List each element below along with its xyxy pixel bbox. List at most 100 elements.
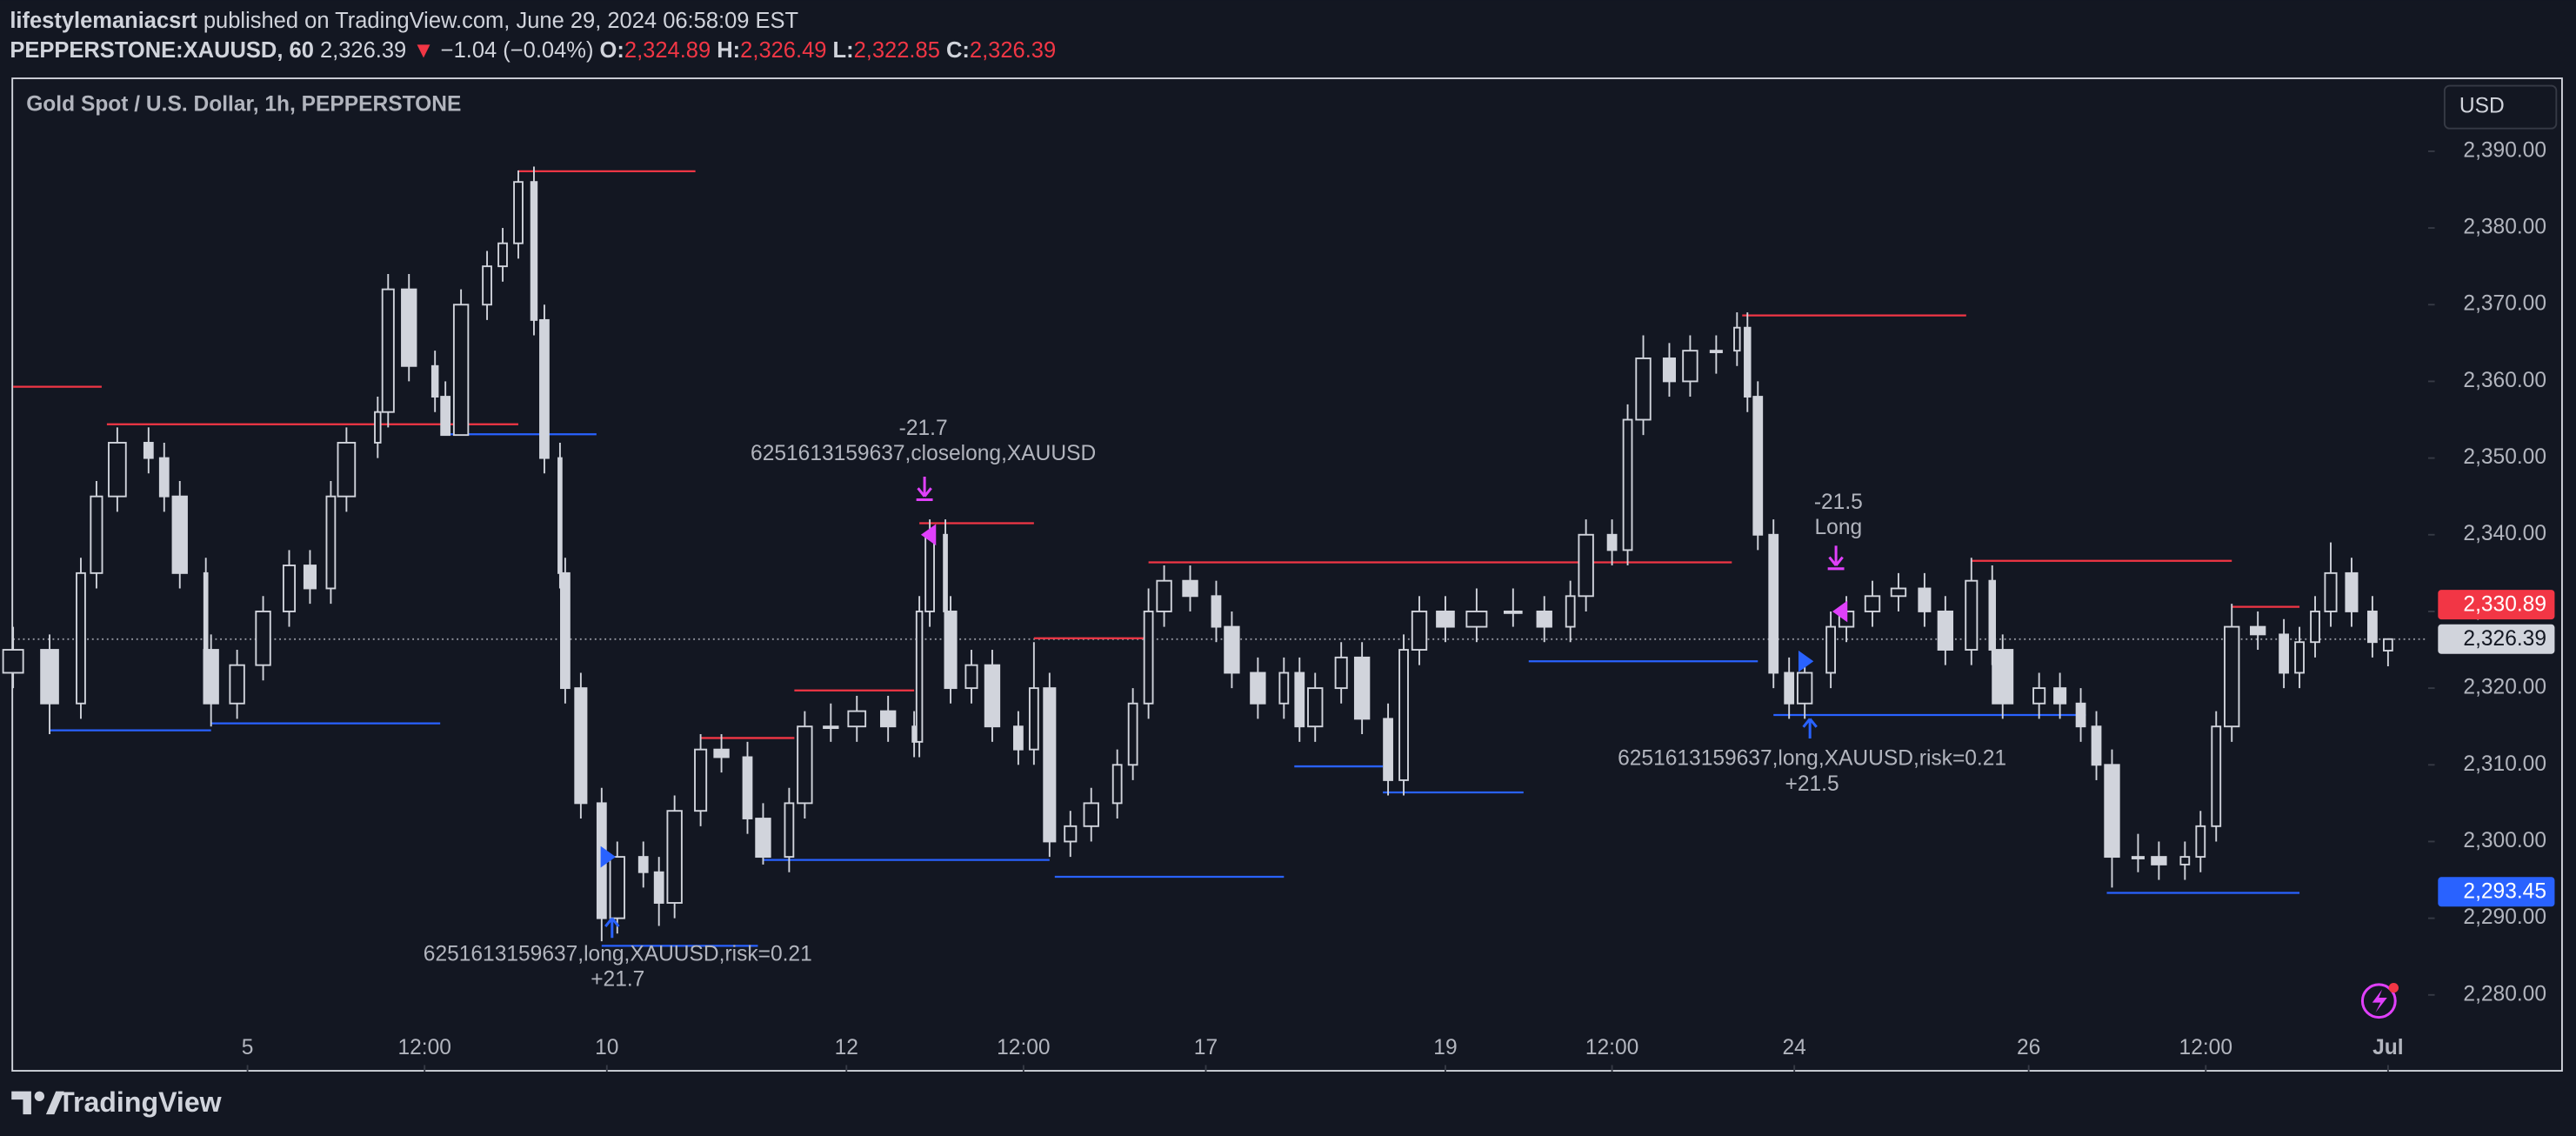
candle-body bbox=[1250, 672, 1266, 705]
candle-body bbox=[1992, 649, 2014, 705]
icon-bolt bbox=[2372, 989, 2387, 1012]
y-tick-label: 2,320.00 bbox=[2463, 676, 2546, 699]
candle-body bbox=[203, 571, 209, 651]
candle-body bbox=[1796, 672, 1813, 705]
y-tick-label: 2,280.00 bbox=[2463, 982, 2546, 1006]
candle-body bbox=[1013, 725, 1024, 751]
candle-body bbox=[2075, 702, 2086, 728]
price-label-box bbox=[2438, 877, 2555, 907]
candle-body bbox=[557, 457, 563, 574]
candle-body bbox=[784, 802, 795, 859]
candle-body bbox=[1307, 687, 1324, 728]
lightning-icon[interactable] bbox=[2360, 982, 2399, 1019]
x-tick-label: 26 bbox=[2017, 1036, 2040, 1059]
candle-body bbox=[2131, 856, 2145, 859]
candle-body bbox=[2294, 641, 2305, 674]
candle-body bbox=[2211, 725, 2222, 827]
candle-body bbox=[1411, 610, 1428, 651]
y-tick-label: 2,300.00 bbox=[2463, 829, 2546, 852]
x-tick-label: Jul bbox=[2372, 1036, 2403, 1059]
annotation: -21.5 bbox=[1814, 491, 1863, 514]
currency-button[interactable] bbox=[2443, 84, 2558, 130]
annotation: 6251613159637,long,XAUUSD,risk=0.21 bbox=[1618, 747, 2006, 771]
candle-body bbox=[1503, 610, 1523, 614]
candle-body bbox=[1733, 326, 1741, 352]
candle-body bbox=[1752, 396, 1764, 536]
chart-title: Gold Spot / U.S. Dollar, 1h, PEPPERSTONE bbox=[26, 93, 461, 117]
h: 2,326.49 bbox=[740, 38, 826, 63]
y-tick-label: 2,370.00 bbox=[2463, 292, 2546, 316]
signal-arrow-down bbox=[1827, 545, 1845, 571]
candle-body bbox=[2382, 638, 2393, 652]
candle-body bbox=[374, 411, 382, 444]
header-line: lifestylemaniacsrt published on TradingV… bbox=[10, 9, 798, 33]
candle-body bbox=[1143, 610, 1154, 705]
currency[interactable]: USD bbox=[2459, 95, 2505, 118]
signal-triangle-left bbox=[1832, 600, 1848, 623]
c-label: C: bbox=[946, 38, 970, 63]
candle-body bbox=[1156, 579, 1172, 612]
candle-body bbox=[2249, 625, 2266, 636]
y-tick-label: 2,290.00 bbox=[2463, 905, 2546, 929]
candle-body bbox=[560, 571, 571, 690]
signal-arrow-up bbox=[604, 917, 620, 939]
o: 2,324.89 bbox=[624, 38, 711, 63]
icon-dot bbox=[2388, 982, 2399, 993]
last: 2,326.39 bbox=[320, 38, 406, 63]
candle-body bbox=[282, 565, 297, 612]
annotation: +21.7 bbox=[591, 968, 644, 992]
candle-body bbox=[76, 571, 86, 705]
candle-body bbox=[1622, 418, 1633, 551]
signal-triangle-right bbox=[1798, 650, 1814, 672]
candle-body bbox=[497, 242, 508, 268]
candle-body bbox=[943, 533, 948, 612]
candle-body bbox=[823, 725, 839, 730]
candle-body bbox=[797, 725, 813, 805]
l: 2,322.85 bbox=[854, 38, 940, 63]
x-tick-label: 12:00 bbox=[997, 1036, 1050, 1059]
candle-body bbox=[452, 304, 470, 437]
y-tick-label: 2,340.00 bbox=[2463, 522, 2546, 545]
candle-body bbox=[1028, 687, 1039, 751]
candle-body bbox=[337, 442, 357, 498]
x-tick-label: 19 bbox=[1433, 1036, 1457, 1059]
symbol: PEPPERSTONE:XAUUSD, 60 bbox=[10, 38, 314, 63]
candle-body bbox=[1565, 595, 1576, 628]
candle-body bbox=[203, 649, 219, 705]
candle-body bbox=[539, 318, 550, 459]
candle-body bbox=[2151, 856, 2167, 865]
candle-body bbox=[880, 710, 897, 728]
candle-body bbox=[158, 457, 170, 498]
candle-body bbox=[694, 748, 708, 812]
price-label: 2,326.39 bbox=[2463, 627, 2546, 651]
x-tick-label: 10 bbox=[595, 1036, 618, 1059]
candle-body bbox=[1768, 533, 1779, 674]
candle-body bbox=[653, 871, 664, 904]
candle-body bbox=[609, 856, 625, 919]
candle-body bbox=[1224, 625, 1240, 674]
candle-body bbox=[513, 181, 524, 244]
arrow: ▼ bbox=[412, 38, 434, 63]
footer-logo: TradingView bbox=[11, 1086, 223, 1118]
candle-body bbox=[401, 288, 417, 367]
annotation: 6251613159637,closelong,XAUUSD bbox=[751, 442, 1096, 465]
candle-body bbox=[1578, 533, 1594, 598]
candle-body bbox=[1825, 625, 1836, 674]
c: 2,326.39 bbox=[970, 38, 1056, 63]
panel-border bbox=[11, 77, 2563, 1072]
candle-body bbox=[303, 565, 317, 590]
candle-body bbox=[2195, 825, 2206, 859]
ohlc-line: PEPPERSTONE:XAUUSD, 60 2,326.39 ▼ −1.04 … bbox=[10, 38, 1056, 63]
candle-body bbox=[1965, 579, 1979, 651]
candle-body bbox=[666, 810, 683, 904]
candle-body bbox=[2367, 610, 2378, 644]
candle-body bbox=[530, 181, 538, 321]
x-tick-label: 12 bbox=[835, 1036, 858, 1059]
price-label: 2,293.45 bbox=[2463, 880, 2546, 904]
annotation: -21.7 bbox=[899, 417, 948, 440]
candle-body bbox=[1294, 672, 1305, 728]
candle-body bbox=[1784, 672, 1795, 705]
signal-arrow-up bbox=[1802, 718, 1818, 739]
candle-body bbox=[2032, 687, 2046, 705]
candle-body bbox=[1744, 326, 1752, 398]
